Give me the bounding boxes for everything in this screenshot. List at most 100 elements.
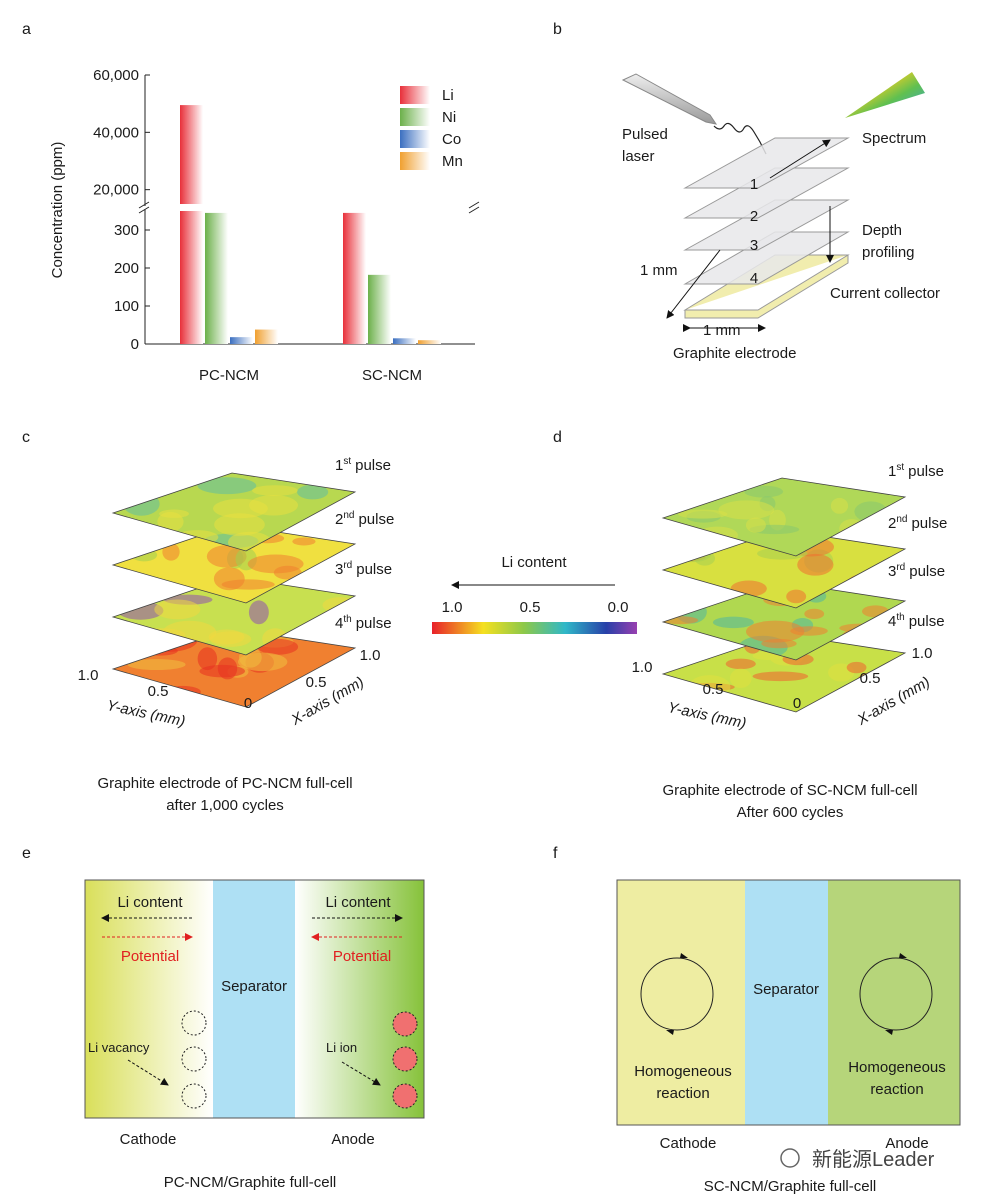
pulse-suffix: th [896,612,904,623]
caption: Graphite electrode of PC-NCM full-cell [97,775,352,792]
label: Pulsed [622,126,668,143]
y-axis-label: Y-axis (mm) [105,697,187,730]
x-tick-label: PC-NCM [199,367,259,384]
panel-label: f [553,845,558,862]
laser-pen [621,73,718,125]
vacancy [181,1010,207,1036]
pulse-suffix: rd [343,560,352,571]
layer-outline [661,581,907,661]
legend-label: Mn [442,153,463,170]
label: Depth [862,222,902,239]
layer-blob [237,652,288,672]
layer-blob [672,546,694,560]
label: Anode [885,1135,928,1152]
layer-blob [678,509,728,519]
pulse-number: 1 [888,463,896,480]
layer-base [663,530,905,608]
watermark-icon [780,1148,800,1168]
x-tick-label: 0 [244,695,252,712]
layer-blob [197,477,257,495]
layer-blob [797,553,834,576]
pulse-suffix: st [343,456,351,467]
x-tick-label: 1.0 [360,647,381,664]
caption: SC-NCM/Graphite full-cell [704,1178,877,1195]
caption: After 600 cycles [737,804,844,821]
layer-blob [712,616,754,629]
layer-outline [111,524,357,604]
spectrum-beam [845,72,925,118]
x-tick-label: 0.5 [306,674,327,691]
layer-base [113,577,355,655]
bar-upper [180,105,203,204]
y-tick-label: 0.5 [148,683,169,700]
watermark: 新能源Leader [812,1148,935,1171]
colorbar-title: Li content [501,554,567,571]
label: Separator [221,978,287,995]
layer-blob [127,659,186,671]
bar-lower [180,211,203,344]
layer-number: 4 [750,270,758,287]
label: laser [622,148,655,165]
colorbar-tick: 0.5 [520,599,541,616]
layer-blob [846,661,867,674]
layer-blob [162,543,180,561]
layer-blob [752,671,809,682]
colorbar-tick: 0.0 [608,599,629,616]
x-tick-label: 0 [793,695,801,712]
pulse-suffix: nd [343,510,354,521]
layer-blob [247,554,304,574]
layer-number: 1 [750,176,758,193]
legend-label: Co [442,131,461,148]
pulse-word: pulse [911,515,947,532]
pulse-word: pulse [355,457,391,474]
layer-blob [213,498,268,519]
layer-base [663,582,905,660]
pulse-label: 2nd pulse [888,514,947,532]
pulse-number: 3 [888,563,896,580]
caption: Graphite electrode of SC-NCM full-cell [662,782,917,799]
layer-blob [786,589,807,604]
separator-region [213,880,295,1118]
layer-blob [804,608,825,619]
layer-blob [248,600,269,625]
pulse-label: 1st pulse [335,456,391,474]
map-layer [113,525,355,603]
panel-label: d [553,429,562,446]
y-tick-label: 200 [114,260,139,277]
vacancy [181,1083,207,1109]
layer-number: 3 [750,237,758,254]
pulse-word: pulse [356,615,392,632]
label: Spectrum [862,130,926,147]
pulse-number: 1 [335,457,343,474]
layer-blob [292,537,316,546]
axis-break [138,201,150,214]
y-tick-label: 300 [114,222,139,239]
y-tick-label: 0 [131,336,139,353]
axis-break [468,201,480,214]
arrow [769,139,831,179]
legend-swatch [400,152,430,170]
bar-chart: Concentration (ppm) 0 100 200 300 20,000 40,0… [49,67,480,384]
layer-blob [154,599,201,620]
caption: after 1,000 cycles [166,797,284,814]
map-layer [663,478,905,556]
laser-beam [713,122,767,155]
x-tick-label: 0.5 [860,670,881,687]
pulse-label: 4th pulse [888,612,945,630]
pulse-label: 2nd pulse [335,510,394,528]
anode-region [828,880,960,1125]
pulse-word: pulse [908,463,944,480]
colorbar-tick: 1.0 [442,599,463,616]
layer-number: 2 [750,208,758,225]
label: Cathode [120,1131,177,1148]
layer-outline [111,628,357,708]
x-axis-label: X-axis (mm) [288,674,367,730]
y-tick-label: 1.0 [632,659,653,676]
layer-blob [113,584,159,605]
pulse-suffix: th [343,614,351,625]
pulse-label: 3rd pulse [335,560,392,578]
label: Li vacancy [88,1040,150,1055]
x-tick-label: 1.0 [912,645,933,662]
